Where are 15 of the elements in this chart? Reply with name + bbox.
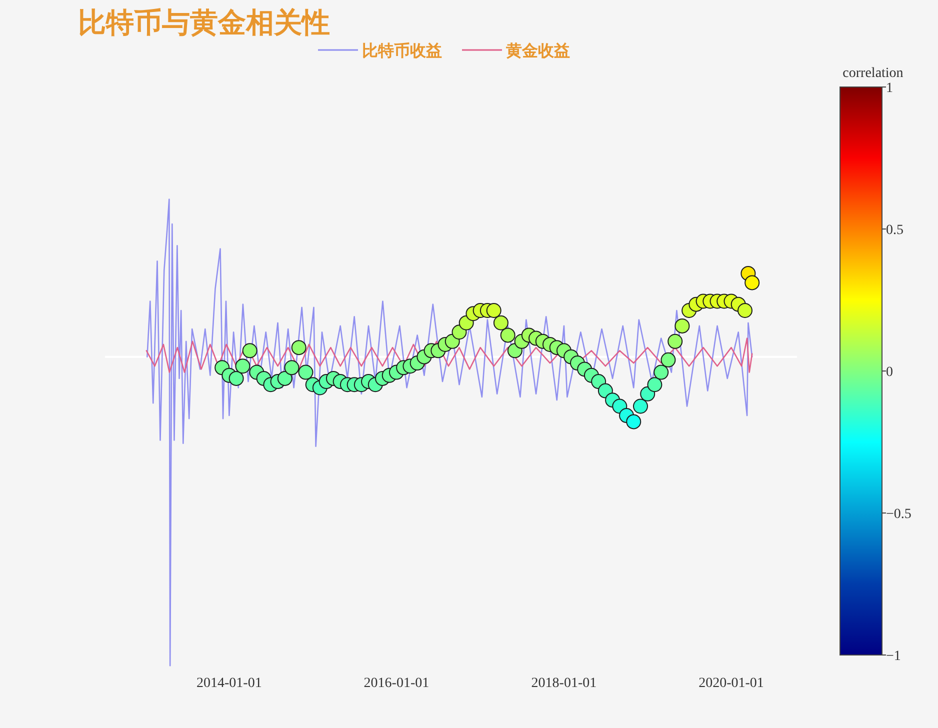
color-bar-label: −0.5: [886, 507, 912, 522]
legend-item: 比特币收益: [318, 41, 442, 60]
color-bar-label: −1: [886, 649, 901, 664]
legend-item: 黄金收益: [462, 41, 570, 60]
color-bar-label: 1: [886, 81, 893, 96]
x-tick-label: 2014-01-01: [196, 676, 262, 691]
x-tick-label: 2016-01-01: [364, 676, 430, 691]
color-bar-title: correlation: [842, 66, 904, 81]
chart-title: 比特币与黄金相关性: [78, 6, 330, 39]
x-tick-label: 2018-01-01: [531, 676, 597, 691]
color-bar-label: 0.5: [886, 223, 904, 238]
x-tick-label: 2020-01-01: [698, 676, 764, 691]
color-bar-label: 0: [886, 365, 893, 380]
legend-label: 黄金收益: [505, 41, 570, 60]
legend-label: 比特币收益: [362, 41, 442, 60]
